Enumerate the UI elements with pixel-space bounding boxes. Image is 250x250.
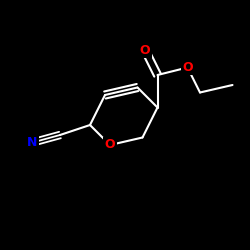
Text: O: O	[182, 61, 193, 74]
Text: O: O	[140, 44, 150, 57]
Text: O: O	[105, 138, 115, 151]
Text: N: N	[27, 136, 38, 149]
